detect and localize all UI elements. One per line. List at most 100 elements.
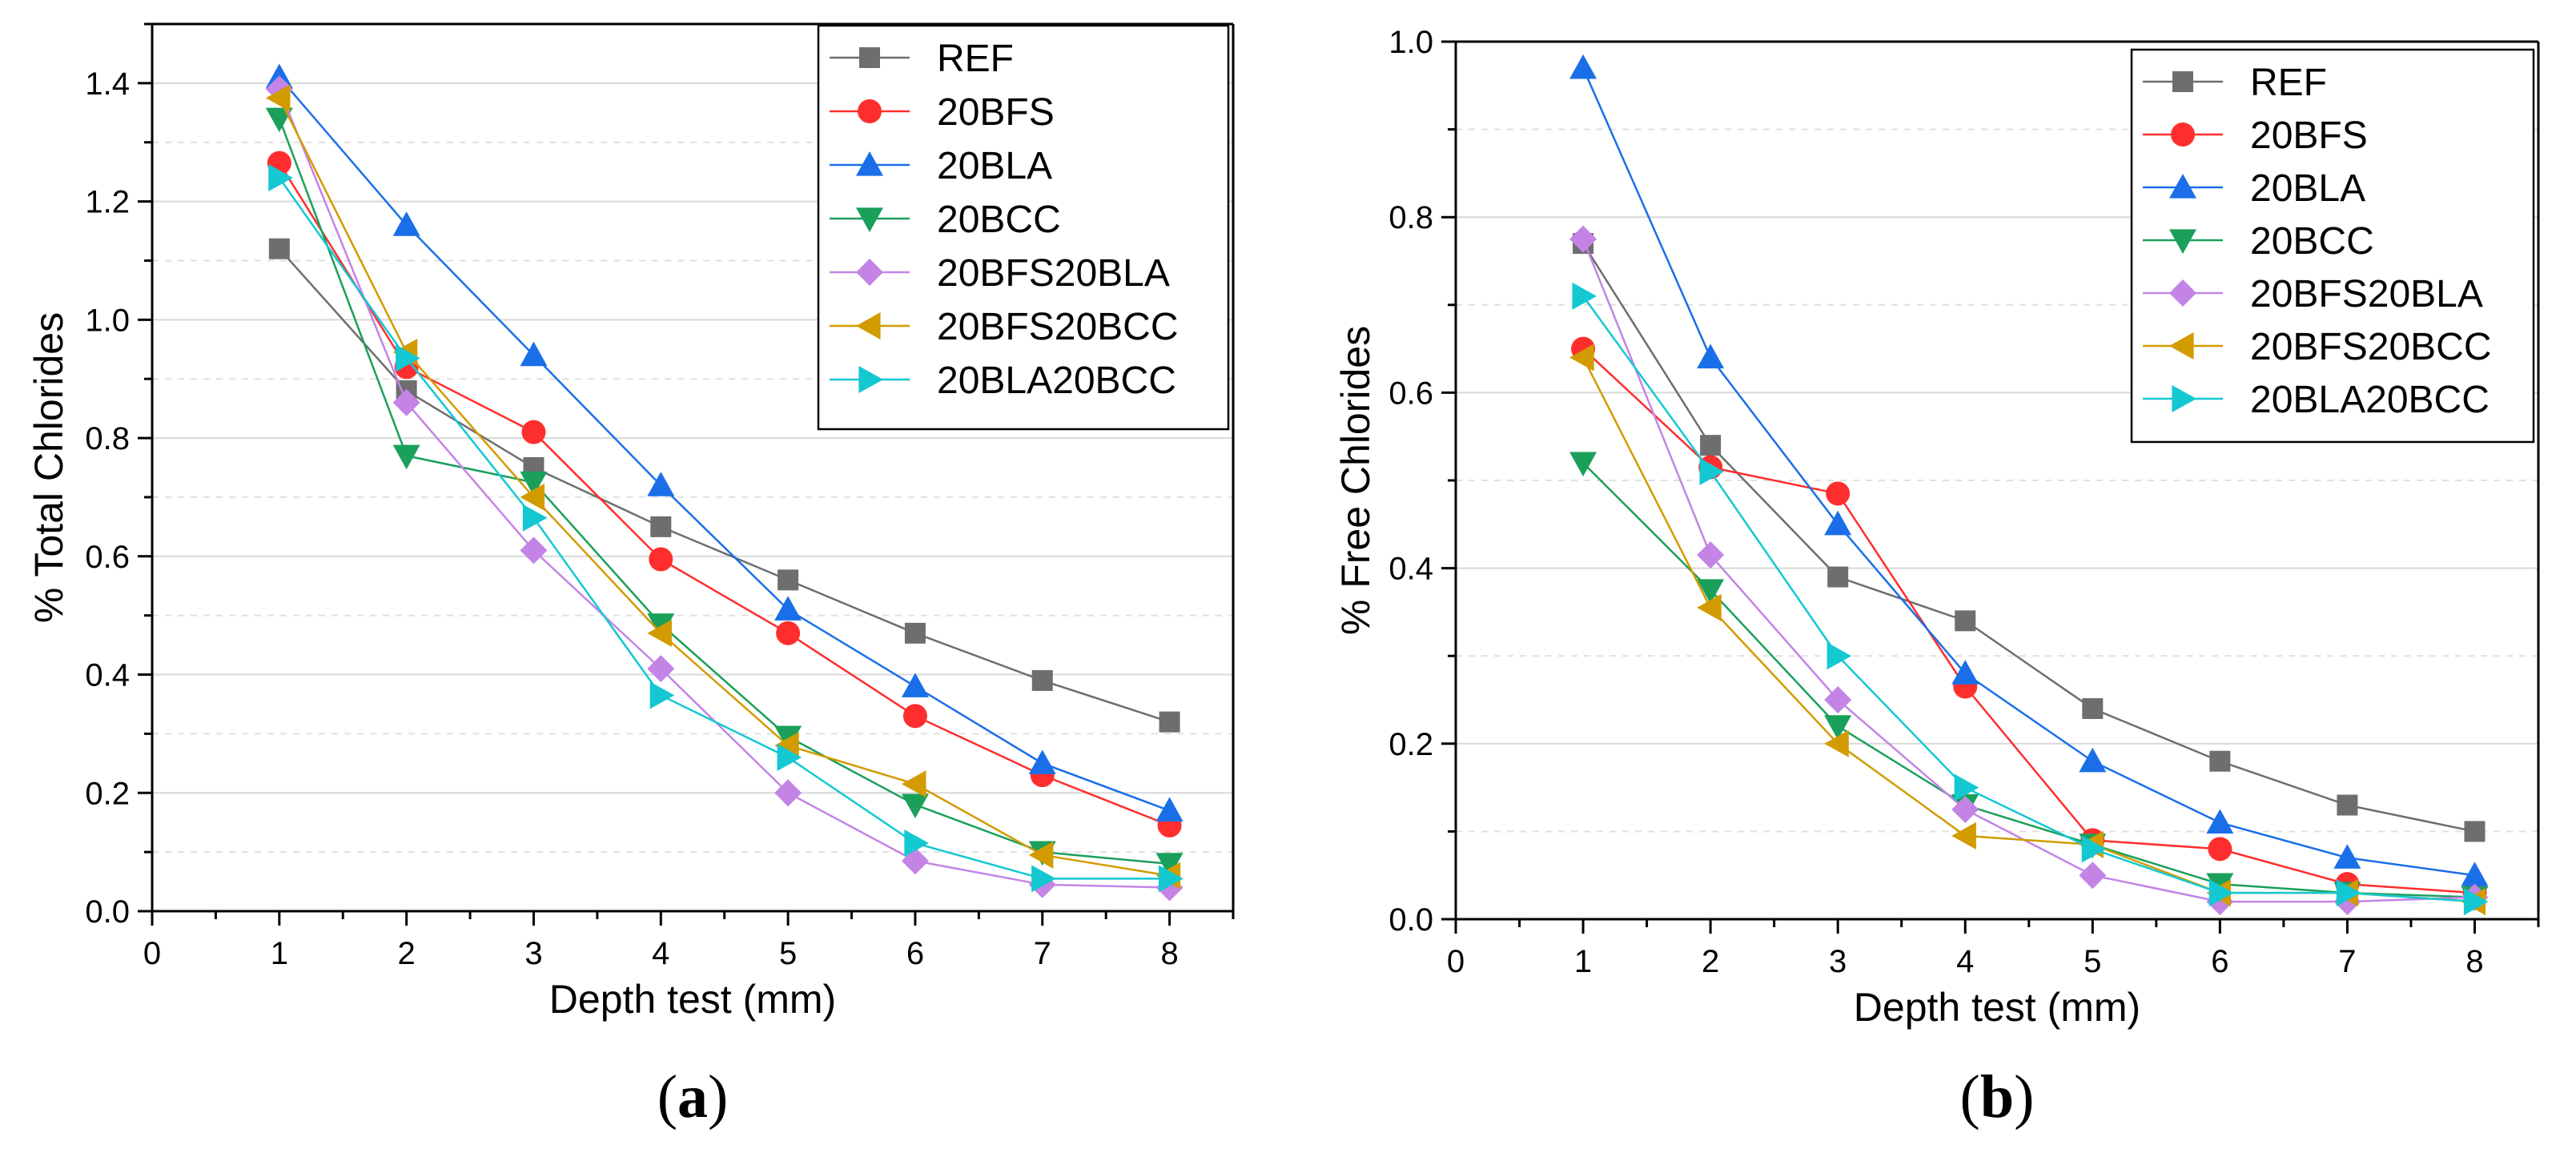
data-point-20bfs [649, 547, 673, 572]
data-point-20bla20bcc [2081, 835, 2107, 863]
data-point-20bcc [901, 793, 929, 819]
series-line-20bfs20bla [278, 88, 1170, 889]
x-tick-label: 6 [2211, 944, 2228, 979]
y-tick-label: 1.4 [85, 66, 130, 102]
y-tick-label: 0.0 [1388, 902, 1433, 938]
data-point-20bla20bcc [1031, 865, 1056, 893]
legend-label: REF [2250, 62, 2327, 104]
y-tick-label: 0.2 [85, 776, 130, 811]
data-point-20bla [392, 211, 420, 236]
legend-marker [856, 151, 883, 176]
panel-label-close: ) [2014, 1063, 2034, 1131]
legend-item-20bla: 20BLA [830, 145, 1052, 187]
data-point-ref [1827, 566, 1849, 588]
legend-label: 20BLA20BCC [2250, 379, 2490, 421]
x-tick-label: 4 [652, 936, 669, 971]
x-tick-label: 3 [1829, 944, 1847, 979]
legend-marker [2172, 385, 2196, 412]
legend-marker [2171, 123, 2195, 147]
data-point-20bcc [1155, 853, 1184, 878]
panel-label-open: ( [657, 1063, 677, 1131]
legend-item-20bcc: 20BCC [2143, 220, 2374, 263]
data-point-20bla20bcc [522, 504, 548, 532]
data-point-20bfs [521, 420, 546, 444]
data-point-20bfs20bla [392, 388, 420, 416]
x-tick-label: 0 [1447, 944, 1465, 979]
data-point-20bcc [392, 444, 420, 470]
y-axis-title: % Total Chlorides [26, 312, 71, 623]
data-point-ref [2082, 697, 2104, 719]
data-point-ref [1159, 711, 1180, 733]
data-point-20bla20bcc [396, 344, 420, 372]
data-point-20bla [2333, 844, 2361, 869]
legend-item-20bcc: 20BCC [830, 199, 1061, 241]
legend-marker [2169, 229, 2196, 254]
legend-marker [859, 47, 880, 68]
data-point-20bla20bcc [1954, 773, 1979, 801]
data-point-20bfs [776, 621, 801, 645]
y-tick-label: 0.6 [1388, 376, 1433, 411]
data-point-20bla20bcc [1158, 865, 1184, 893]
legend-marker [2172, 71, 2193, 92]
data-point-ref [904, 622, 926, 644]
data-point-20bla [520, 341, 548, 367]
legend-item-20bla: 20BLA [2143, 167, 2365, 210]
legend-label: 20BFS [2250, 114, 2368, 157]
series-line-20bcc [1582, 462, 2475, 898]
legend-item-20bfs: 20BFS [830, 91, 1055, 134]
data-point-20bfs20bla [647, 655, 675, 683]
data-point-20bfs20bcc [1569, 343, 1594, 372]
legend-item-20bfs20bla: 20BFS20BLA [2143, 273, 2483, 315]
panel-label-letter: a [677, 1063, 708, 1131]
x-tick-label: 1 [271, 936, 288, 971]
data-point-20bfs20bcc [647, 619, 672, 647]
data-point-20bla [1569, 54, 1597, 79]
legend-item-ref: REF [2143, 62, 2327, 104]
chart-panel-a: 0 1 2 3 4 5 6 7 8 0.0 0.2 0.4 0.6 0.8 1.0 1.2 1.4 Depth t… [26, 22, 1235, 1131]
y-tick-label: 0.8 [85, 421, 130, 456]
data-point-ref [1031, 669, 1053, 691]
x-tick-label: 7 [1034, 936, 1051, 971]
legend-item-20bfs20bcc: 20BFS20BCC [830, 306, 1178, 348]
data-point-20bcc [265, 107, 293, 133]
series-line-20bfs20bla [1581, 239, 2475, 903]
data-point-20bla [1028, 749, 1056, 774]
legend-label: 20BCC [2250, 220, 2374, 263]
data-point-20bfs20bcc [1951, 822, 1976, 850]
x-tick-label: 5 [779, 936, 797, 971]
data-point-ref [2337, 794, 2358, 816]
legend-marker [2169, 279, 2196, 307]
x-tick-label: 1 [1574, 944, 1592, 979]
panel-label: (b) [1960, 1063, 2035, 1131]
data-point-20bfs20bla [1824, 686, 1852, 713]
data-point-ref [1955, 610, 1976, 632]
data-point-20bla20bcc [2208, 879, 2234, 907]
legend-marker [858, 366, 883, 393]
x-axis-title: Depth test (mm) [1854, 985, 2140, 1030]
series-line-20bfs20bcc [278, 97, 1170, 877]
data-point-20bfs [902, 704, 927, 729]
legend-marker [856, 207, 883, 232]
legend-box [817, 24, 1230, 431]
series-line-20bla [1581, 67, 2475, 877]
data-point-20bfs20bla [1697, 541, 1725, 569]
x-tick-label: 8 [2465, 944, 2483, 979]
data-point-20bla20bcc [649, 681, 675, 709]
legend: REF20BFS20BLA20BCC20BFS20BLA20BFS20BCC20… [2130, 48, 2535, 444]
data-point-20bla20bcc [1699, 458, 1725, 486]
data-point-20bla [2206, 809, 2234, 834]
data-point-20bla [1951, 660, 1979, 685]
x-axis-title: Depth test (mm) [549, 977, 836, 1022]
data-point-20bfs20bla [520, 536, 548, 564]
series-line-20bla20bcc [1582, 295, 2475, 903]
data-point-20bla [1155, 797, 1184, 822]
legend-marker [2169, 174, 2196, 199]
series-line-20bla20bcc [278, 177, 1170, 880]
data-point-20bfs [2208, 837, 2232, 862]
data-point-ref [268, 238, 290, 259]
data-point-20bfs20bla [1569, 225, 1597, 253]
data-point-20bfs20bcc [1697, 593, 1722, 621]
legend-marker [858, 99, 882, 123]
data-point-20bfs20bcc [774, 732, 799, 760]
